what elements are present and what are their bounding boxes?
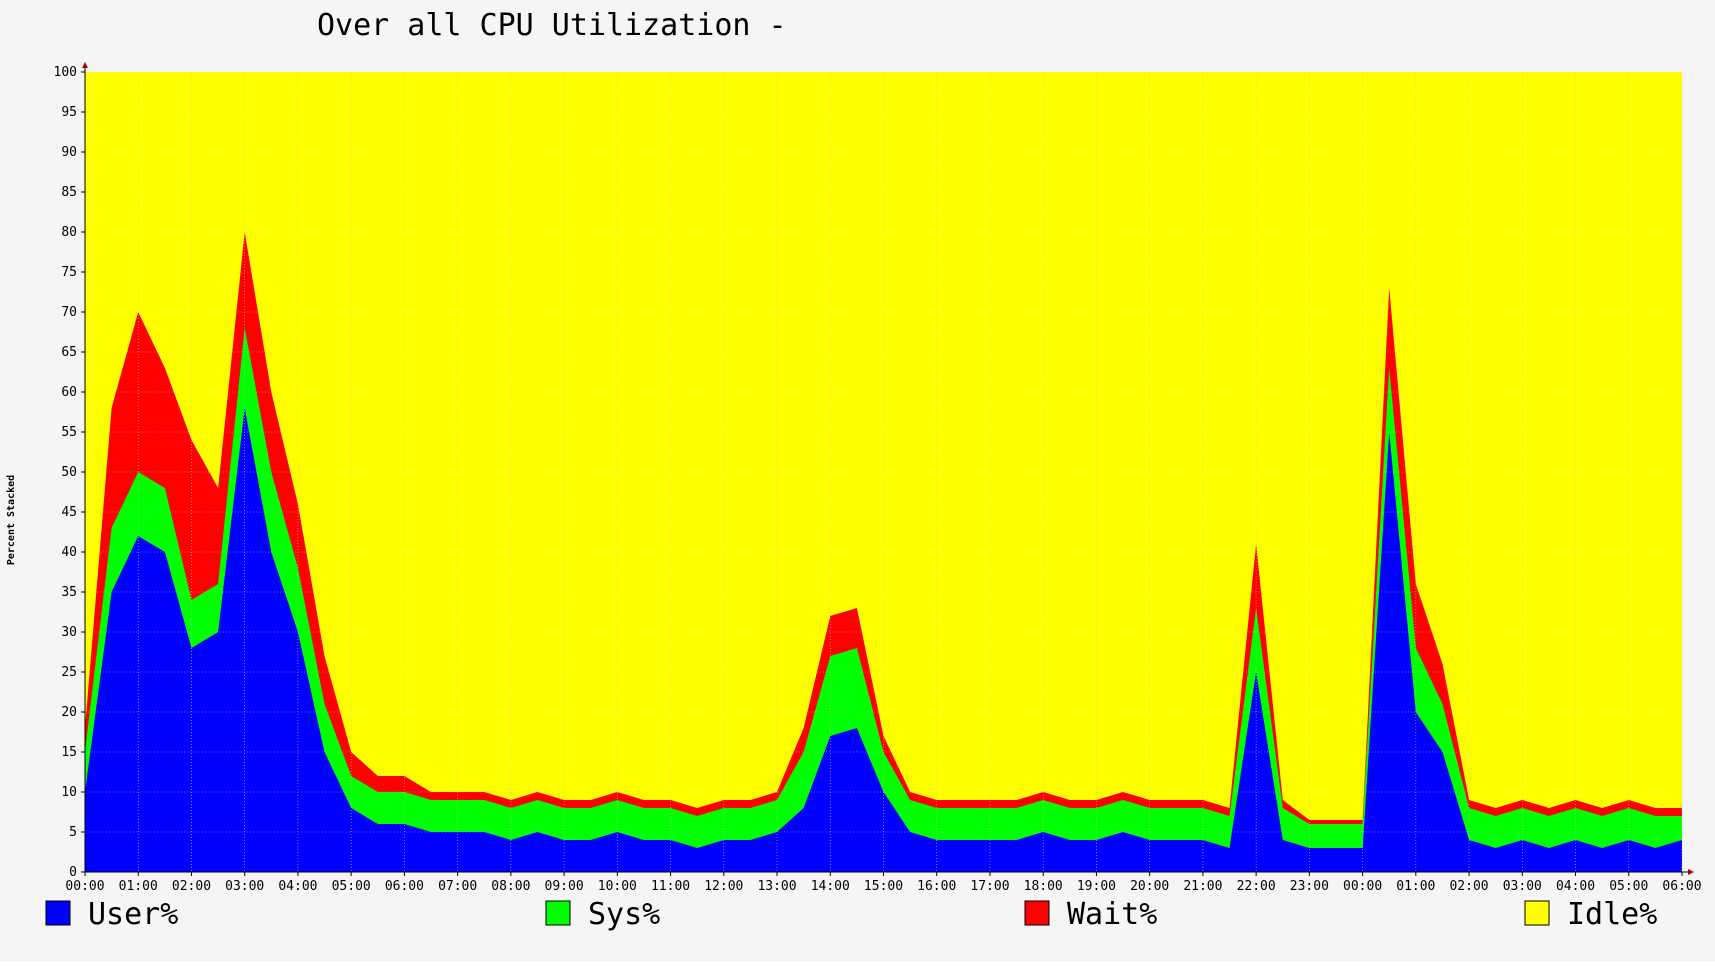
x-axis: 00:00 01:00 02:00 03:00 04:00 05:00 06:00 07:00… xyxy=(65,869,1702,894)
y-tick-label: 70 xyxy=(61,305,77,320)
legend-swatch-user xyxy=(45,900,71,926)
x-tick-label: 00:00 xyxy=(1343,879,1382,894)
x-tick-label: 04:00 xyxy=(278,879,317,894)
x-tick-label: 11:00 xyxy=(651,879,690,894)
y-tick-label: 65 xyxy=(61,345,77,360)
y-tick-label: 45 xyxy=(61,505,77,520)
y-tick-label: 35 xyxy=(61,585,77,600)
x-tick-label: 18:00 xyxy=(1024,879,1063,894)
legend-swatch-wait xyxy=(1024,900,1050,926)
x-tick-label: 22:00 xyxy=(1237,879,1276,894)
x-tick-label: 03:00 xyxy=(225,879,264,894)
x-tick-label: 12:00 xyxy=(704,879,743,894)
y-tick-label: 60 xyxy=(61,385,77,400)
legend: User% Sys% Wait% Idle% xyxy=(45,897,1657,932)
x-tick-label: 20:00 xyxy=(1130,879,1169,894)
y-axis-label: Percent Stacked xyxy=(6,475,17,565)
y-axis-arrow xyxy=(82,62,88,68)
y-tick-label: 80 xyxy=(61,225,77,240)
x-tick-label: 16:00 xyxy=(917,879,956,894)
x-tick-label: 06:00 xyxy=(385,879,424,894)
legend-label-sys: Sys% xyxy=(588,897,660,932)
y-tick-label: 20 xyxy=(61,705,77,720)
legend-label-user: User% xyxy=(88,897,178,932)
chart-title: Over all CPU Utilization - xyxy=(317,8,787,43)
y-axis: 0 5 10 15 20 25 30 35 40 45 50 55 60 65 70 75 80 85 90 95 10… xyxy=(54,62,88,880)
x-tick-label: 10:00 xyxy=(598,879,637,894)
y-tick-label: 15 xyxy=(61,745,77,760)
plot-area xyxy=(84,71,1683,873)
y-tick-label: 25 xyxy=(61,665,77,680)
y-tick-label: 75 xyxy=(61,265,77,280)
x-tick-label: 06:00 xyxy=(1662,879,1701,894)
y-tick-label: 55 xyxy=(61,425,77,440)
x-tick-label: 21:00 xyxy=(1183,879,1222,894)
x-tick-label: 01:00 xyxy=(1396,879,1435,894)
x-tick-label: 19:00 xyxy=(1077,879,1116,894)
x-tick-label: 17:00 xyxy=(970,879,1009,894)
y-tick-label: 10 xyxy=(61,785,77,800)
x-tick-label: 05:00 xyxy=(332,879,371,894)
y-tick-label: 90 xyxy=(61,145,77,160)
y-tick-label: 40 xyxy=(61,545,77,560)
legend-swatch-idle xyxy=(1524,900,1550,926)
legend-label-idle: Idle% xyxy=(1567,897,1657,932)
x-tick-label: 05:00 xyxy=(1609,879,1648,894)
x-tick-label: 07:00 xyxy=(438,879,477,894)
y-tick-label: 85 xyxy=(61,185,77,200)
y-tick-label: 50 xyxy=(61,465,77,480)
x-axis-arrow xyxy=(1688,869,1694,875)
x-tick-label: 03:00 xyxy=(1503,879,1542,894)
legend-swatch-sys xyxy=(545,900,571,926)
x-tick-label: 13:00 xyxy=(757,879,796,894)
x-tick-label: 02:00 xyxy=(172,879,211,894)
y-tick-label: 0 xyxy=(69,865,77,880)
x-tick-label: 09:00 xyxy=(545,879,584,894)
x-tick-label: 08:00 xyxy=(491,879,530,894)
legend-label-wait: Wait% xyxy=(1067,897,1157,932)
x-tick-label: 01:00 xyxy=(119,879,158,894)
x-tick-label: 02:00 xyxy=(1449,879,1488,894)
y-tick-label: 95 xyxy=(61,105,77,120)
y-tick-label: 30 xyxy=(61,625,77,640)
x-tick-label: 15:00 xyxy=(864,879,903,894)
y-tick-label: 5 xyxy=(69,825,77,840)
x-tick-label: 23:00 xyxy=(1290,879,1329,894)
x-tick-label: 04:00 xyxy=(1556,879,1595,894)
x-tick-label: 00:00 xyxy=(65,879,104,894)
y-tick-label: 100 xyxy=(54,65,77,80)
x-tick-label: 14:00 xyxy=(811,879,850,894)
